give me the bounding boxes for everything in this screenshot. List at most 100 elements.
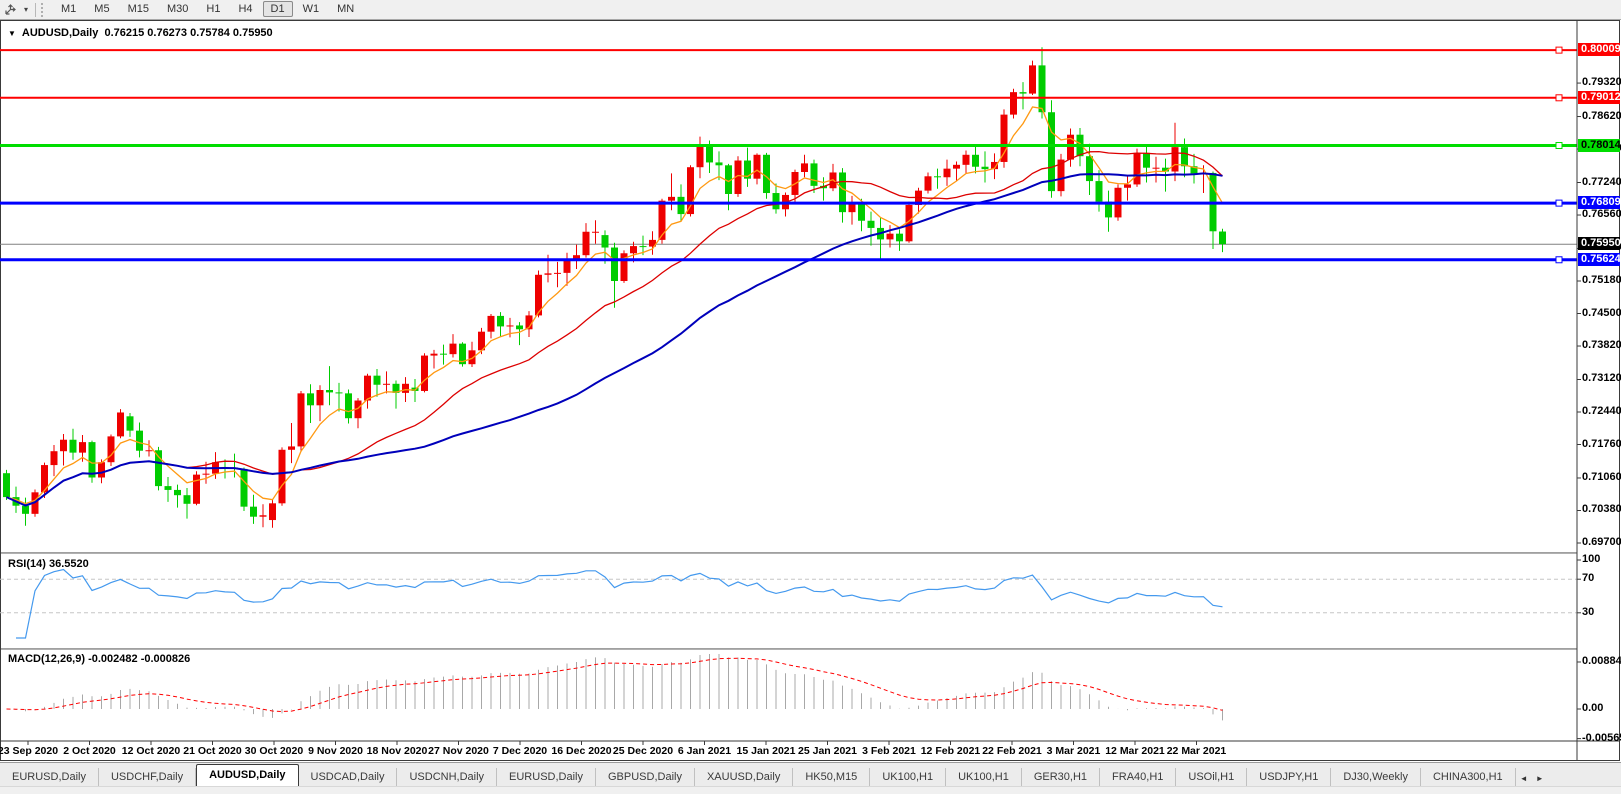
chart-tab-uk100-h1[interactable]: UK100,H1	[946, 768, 1022, 787]
candle-body	[259, 515, 267, 517]
price-axis-tick: 0.75180	[1582, 274, 1621, 286]
chart-tab-audusd-daily[interactable]: AUDUSD,Daily	[196, 764, 299, 787]
chart-tab-fra40-h1[interactable]: FRA40,H1	[1100, 768, 1177, 787]
timeframe-button-m15[interactable]: M15	[127, 3, 149, 15]
date-axis-label: 22 Mar 2021	[1166, 745, 1227, 757]
candle-body	[459, 343, 466, 365]
chart-tab-ger30-h1[interactable]: GER30,H1	[1022, 768, 1101, 787]
chart-tab-usdjpy-h1[interactable]: USDJPY,H1	[1247, 768, 1332, 787]
candle-body	[88, 442, 96, 478]
candle-body	[592, 231, 599, 233]
candle-body	[60, 439, 67, 452]
toolbar-grip-handle[interactable]	[41, 2, 48, 17]
chart-tab-usoil-h1[interactable]: USOil,H1	[1176, 768, 1248, 787]
date-axis-label: 22 Feb 2021	[982, 745, 1042, 757]
candle-body	[1219, 231, 1226, 245]
chart-tab-hk50-m15[interactable]: HK50,M15	[793, 768, 871, 787]
chart-tab-gbpusd-daily[interactable]: GBPUSD,Daily	[596, 768, 695, 787]
candle-body	[183, 495, 191, 504]
macd-signal-line	[6, 657, 1223, 713]
chart-tab-usdcnh-daily[interactable]: USDCNH,Daily	[397, 768, 498, 787]
price-axis[interactable]: 0.793200.786200.779400.772400.765600.758…	[1578, 20, 1621, 761]
price-axis-tick: 0.76560	[1582, 208, 1621, 221]
price-level-handle[interactable]	[1555, 199, 1563, 207]
candle-body	[497, 315, 504, 327]
candle-body	[50, 451, 58, 466]
candle-body	[734, 160, 742, 194]
timeframe-button-d1[interactable]: D1	[262, 1, 293, 17]
timeframe-button-h4[interactable]: H4	[238, 3, 253, 15]
timeframe-button-w1[interactable]: W1	[302, 3, 320, 15]
candle-body	[1181, 147, 1188, 167]
date-axis-label: 30 Oct 2020	[244, 745, 304, 757]
ma-slow-line[interactable]	[6, 172, 1223, 507]
candle-body	[1095, 181, 1103, 202]
candle-body	[421, 355, 428, 391]
rsi-axis-label: 30	[1582, 605, 1595, 618]
macd-axis-label: 0.00884	[1582, 654, 1621, 667]
tab-scroll-left-icon[interactable]: ◄	[1519, 773, 1528, 783]
candle-body	[1010, 92, 1017, 115]
candle-body	[649, 239, 656, 247]
chart-tab-uk100-h1[interactable]: UK100,H1	[870, 768, 947, 787]
candle-body	[3, 473, 10, 498]
candle-body	[810, 163, 818, 186]
price-level-handle[interactable]	[1555, 142, 1563, 150]
candle-body	[658, 200, 666, 240]
collapse-triangle-icon[interactable]: ▼	[8, 29, 16, 38]
candle-body	[136, 430, 143, 451]
tab-scroll-right-icon[interactable]: ►	[1535, 773, 1544, 783]
cursor-tool-caret-icon[interactable]: ▾	[23, 5, 28, 14]
toolbar-separator	[35, 2, 36, 17]
price-level-badge: 0.79012	[1578, 90, 1621, 104]
price-level-handle[interactable]	[1555, 94, 1563, 102]
timeframe-button-mn[interactable]: MN	[337, 3, 355, 15]
date-axis-label: 25 Dec 2020	[612, 745, 674, 757]
rsi-axis-label: 100	[1582, 553, 1601, 565]
candle-body	[744, 160, 751, 179]
candle-body	[525, 315, 533, 330]
candle-body	[715, 162, 723, 166]
date-axis-label: 18 Nov 2020	[366, 745, 428, 757]
candle-body	[981, 166, 989, 170]
candle-body	[307, 393, 314, 406]
timeframe-button-m30[interactable]: M30	[166, 3, 189, 15]
price-level-handle[interactable]	[1555, 256, 1563, 264]
candle-body	[516, 325, 523, 330]
date-axis-label: 2 Oct 2020	[63, 745, 116, 757]
price-axis-tick: 0.78620	[1582, 109, 1621, 122]
chart-window[interactable]	[0, 20, 1620, 761]
cursor-tool-icon[interactable]	[0, 1, 20, 18]
candle-body	[240, 468, 248, 507]
chart-tab-eurusd-daily[interactable]: EURUSD,Daily	[497, 768, 596, 787]
candle-body	[896, 233, 903, 242]
candle-body	[98, 462, 105, 478]
candle-body	[1162, 167, 1169, 172]
price-level-handle[interactable]	[1555, 46, 1563, 54]
candle-body	[440, 353, 447, 355]
chart-tab-china300-h1[interactable]: CHINA300,H1	[1421, 768, 1516, 787]
candle-body	[155, 450, 162, 487]
chart-tab-eurusd-daily[interactable]: EURUSD,Daily	[0, 768, 99, 787]
date-axis-label: 16 Dec 2020	[551, 745, 612, 757]
candle-body	[620, 253, 628, 282]
price-axis-tick: 0.79320	[1582, 76, 1621, 89]
timeframe-button-h1[interactable]: H1	[206, 3, 221, 15]
candle-body	[126, 416, 134, 431]
timeframe-toolbar: ▾ M1 M5 M15 M30 H1 H4 D1 W1 MN	[0, 0, 1621, 20]
timeframe-buttons: M1 M5 M15 M30 H1 H4 D1 W1 MN	[52, 1, 363, 17]
price-axis-tick: 0.72440	[1582, 405, 1621, 417]
chart-tab-usdcad-daily[interactable]: USDCAD,Daily	[299, 768, 398, 787]
candle-body	[582, 231, 590, 256]
candle-body	[364, 375, 371, 401]
chart-ohlc-values: 0.76215 0.76273 0.75784 0.75950	[104, 27, 273, 39]
candle-body	[772, 193, 780, 210]
timeframe-button-m1[interactable]: M1	[61, 3, 77, 15]
chart-tab-usdchf-daily[interactable]: USDCHF,Daily	[99, 768, 197, 787]
timeframe-button-m5[interactable]: M5	[94, 3, 110, 15]
ma-mid-line[interactable]	[6, 150, 1223, 507]
chart-tab-xauusd-daily[interactable]: XAUUSD,Daily	[695, 768, 794, 787]
chart-tab-dj30-weekly[interactable]: DJ30,Weekly	[1331, 768, 1421, 787]
candle-body	[487, 315, 495, 332]
